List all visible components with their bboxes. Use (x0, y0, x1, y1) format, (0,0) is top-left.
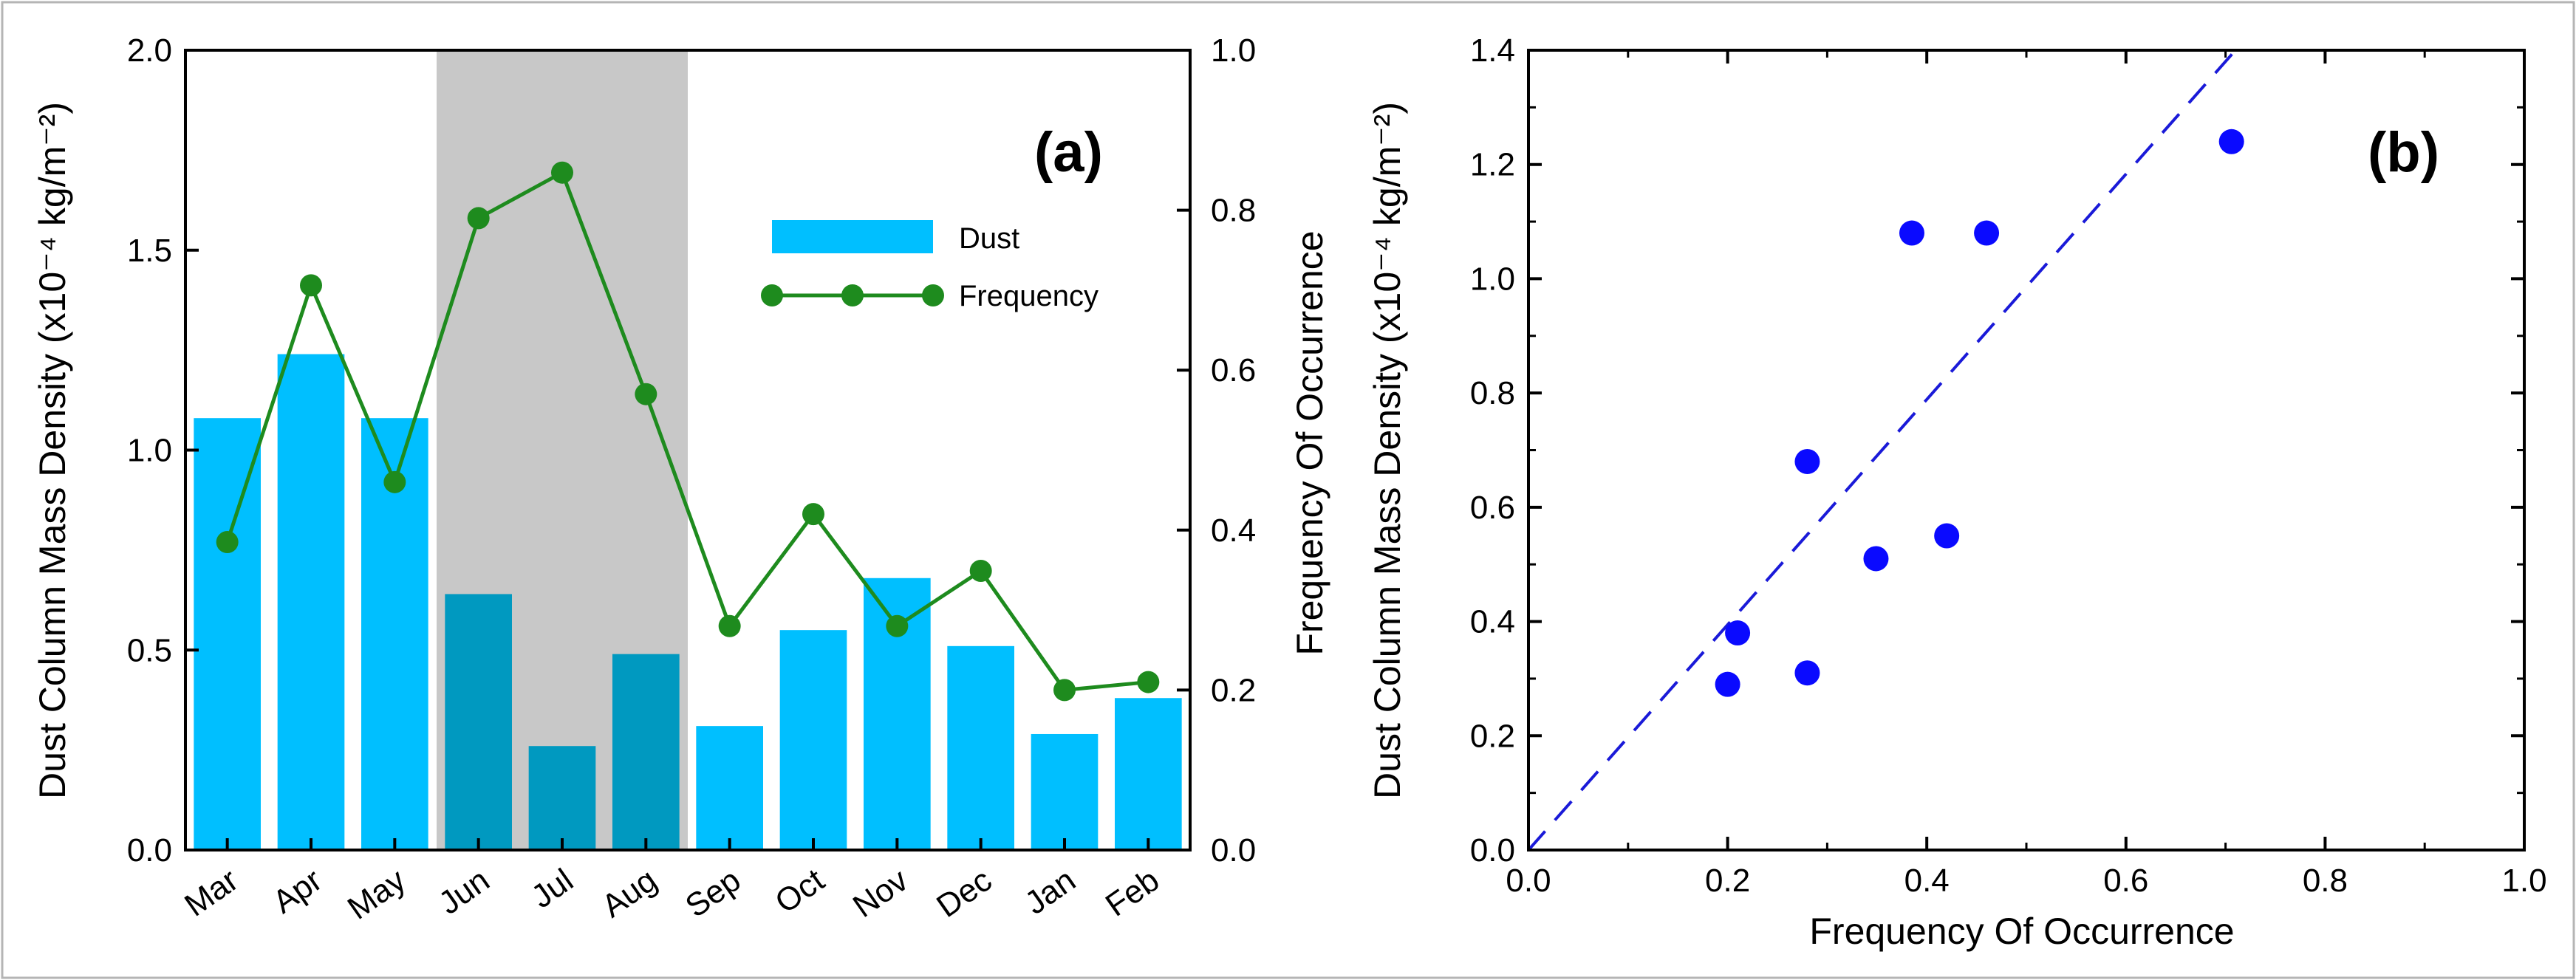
scatter-point (1974, 220, 2000, 246)
panel-a-y2-axis-label: Frequency Of Occurrence (1289, 230, 1330, 655)
dust-bar (947, 645, 1014, 850)
dust-bar (277, 354, 345, 850)
panel-b-y-tick-label: 1.4 (1470, 32, 1515, 69)
frequency-point (216, 531, 239, 554)
panel-a-y2-tick-label: 0.4 (1211, 513, 1256, 549)
frequency-point (969, 560, 992, 583)
panel-b-chart: 0.0 0.2 0.4 0.6 0.8 1.0 0.0 0.2 0.4 0.6 0.8 1.0 1.2 1… (1367, 32, 2547, 952)
panel-b-y-tick-label: 1.0 (1470, 261, 1515, 297)
frequency-point (467, 207, 490, 230)
panel-a-y-axis-label: Dust Column Mass Density (x10⁻⁴ kg/m⁻²) (32, 102, 73, 799)
dust-bar (194, 418, 261, 850)
panel-a-y-tick-label: 0.5 (127, 632, 172, 668)
panel-b-x-tick-label: 1.0 (2501, 863, 2546, 899)
panel-b-x-tick-label: 0.6 (2103, 863, 2148, 899)
legend-frequency-marker (761, 284, 783, 306)
panel-a-y2-tick-label: 0.6 (1211, 352, 1256, 388)
panel-b-y-axis-label: Dust Column Mass Density (x10⁻⁴ kg/m⁻²) (1367, 102, 1408, 799)
panel-b-x-tick-label: 0.2 (1705, 863, 1750, 899)
legend-dust-swatch (772, 220, 933, 253)
panel-b-y-tick-label: 0.0 (1470, 832, 1515, 868)
dust-bar (1115, 698, 1182, 850)
scatter-point (1715, 671, 1740, 697)
panel-b-y-tick-label: 0.6 (1470, 490, 1515, 526)
panel-a-y2-tick-label: 0.0 (1211, 832, 1256, 868)
panel-b-plot-frame (1527, 49, 2526, 851)
scatter-point (1899, 220, 1924, 246)
dust-bar (528, 746, 596, 850)
frequency-point (383, 470, 406, 493)
dust-bar (779, 630, 847, 850)
frequency-point (1053, 679, 1076, 702)
panel-a-y-tick-label: 1.0 (127, 433, 172, 469)
legend-frequency-marker (922, 284, 944, 306)
panel-b-x-axis-label: Frequency Of Occurrence (1809, 911, 2234, 952)
panel-a-label: (a) (1034, 121, 1103, 184)
frequency-point (551, 161, 573, 184)
panel-a-y-tick-label: 0.0 (127, 832, 172, 868)
panel-b-y-tick-label: 0.4 (1470, 604, 1515, 640)
regression-fit-line (1527, 49, 2237, 851)
panel-a-y2-tick-label: 1.0 (1211, 32, 1256, 69)
scatter-point (1863, 546, 1889, 572)
dust-bar (1031, 733, 1099, 850)
frequency-point (802, 503, 824, 526)
scatter-point (2218, 129, 2244, 154)
dust-bar (445, 594, 512, 850)
frequency-point (300, 274, 322, 297)
frequency-line (225, 170, 1149, 693)
panel-b-label: (b) (2368, 121, 2439, 184)
scatter-point (1794, 660, 1820, 686)
dust-bar (696, 726, 763, 850)
panel-b-y-tick-label: 0.2 (1470, 718, 1515, 754)
panel-a-y-tick-label: 2.0 (127, 32, 172, 69)
frequency-point (718, 614, 741, 637)
panel-a-plot-frame (184, 49, 1192, 851)
scatter-point (1794, 448, 1820, 474)
panel-b-x-tick-label: 0.0 (1506, 863, 1551, 899)
legend-frequency-marker (841, 284, 864, 306)
panel-b-x-tick-label: 0.8 (2303, 863, 2348, 899)
legend-frequency-label: Frequency (959, 280, 1099, 312)
dust-bar (612, 654, 680, 850)
panel-a-y2-tick-label: 0.2 (1211, 672, 1256, 708)
frequency-point (635, 383, 657, 405)
panel-b-y-tick-label: 1.2 (1470, 147, 1515, 183)
legend-dust-label: Dust (959, 222, 1019, 255)
frequency-point (1137, 671, 1160, 693)
scatter-point (1725, 620, 1751, 646)
panel-b-x-tick-label: 0.4 (1904, 863, 1950, 899)
panel-a-legend: Dust Frequency (761, 220, 1099, 312)
scatter-point (1934, 523, 1960, 549)
panel-b-y-tick-label: 0.8 (1470, 375, 1515, 411)
panel-a-y-tick-label: 1.5 (127, 233, 172, 269)
panel-a-y2-tick-label: 0.8 (1211, 193, 1256, 229)
frequency-point (886, 614, 909, 637)
